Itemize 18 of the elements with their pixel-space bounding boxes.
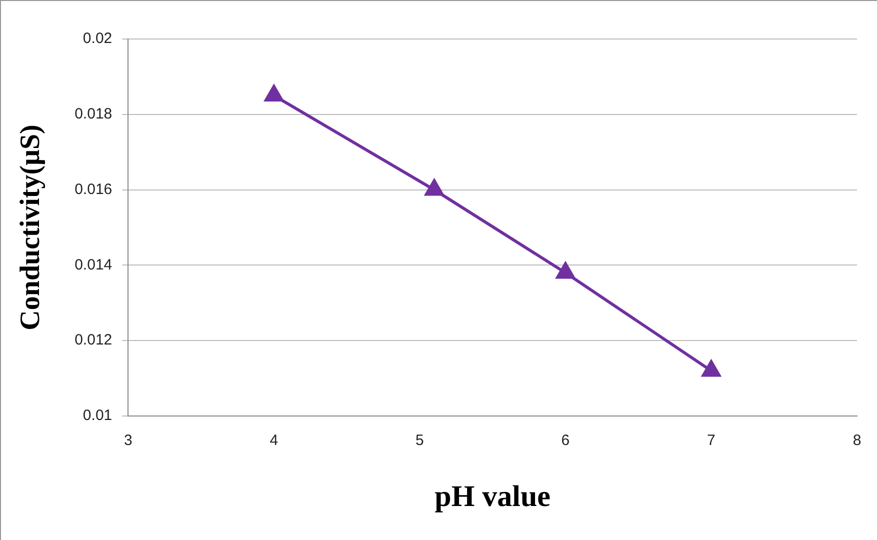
y-tick-label: 0.02 <box>82 30 112 48</box>
y-tick-label: 0.01 <box>82 407 112 424</box>
y-tick-label: 0.016 <box>74 180 112 198</box>
x-tick-label: 4 <box>270 432 278 450</box>
x-tick-label: 3 <box>124 432 132 450</box>
point <box>424 179 444 196</box>
y-axis-title: Conductivity(μS) <box>15 124 46 330</box>
y-tick-label: 0.018 <box>74 106 112 123</box>
x-tick-label: 8 <box>852 432 862 450</box>
x-tick-label: 5 <box>416 432 424 450</box>
point <box>556 262 575 279</box>
point <box>702 360 721 377</box>
x-axis-title: pH value <box>434 480 550 513</box>
x-tick-label: 7 <box>707 432 716 450</box>
y-tick-label: 0.012 <box>74 332 112 349</box>
y-tick-label: 0.014 <box>74 256 112 274</box>
x-tick-label: 6 <box>561 432 570 450</box>
point <box>264 85 284 102</box>
